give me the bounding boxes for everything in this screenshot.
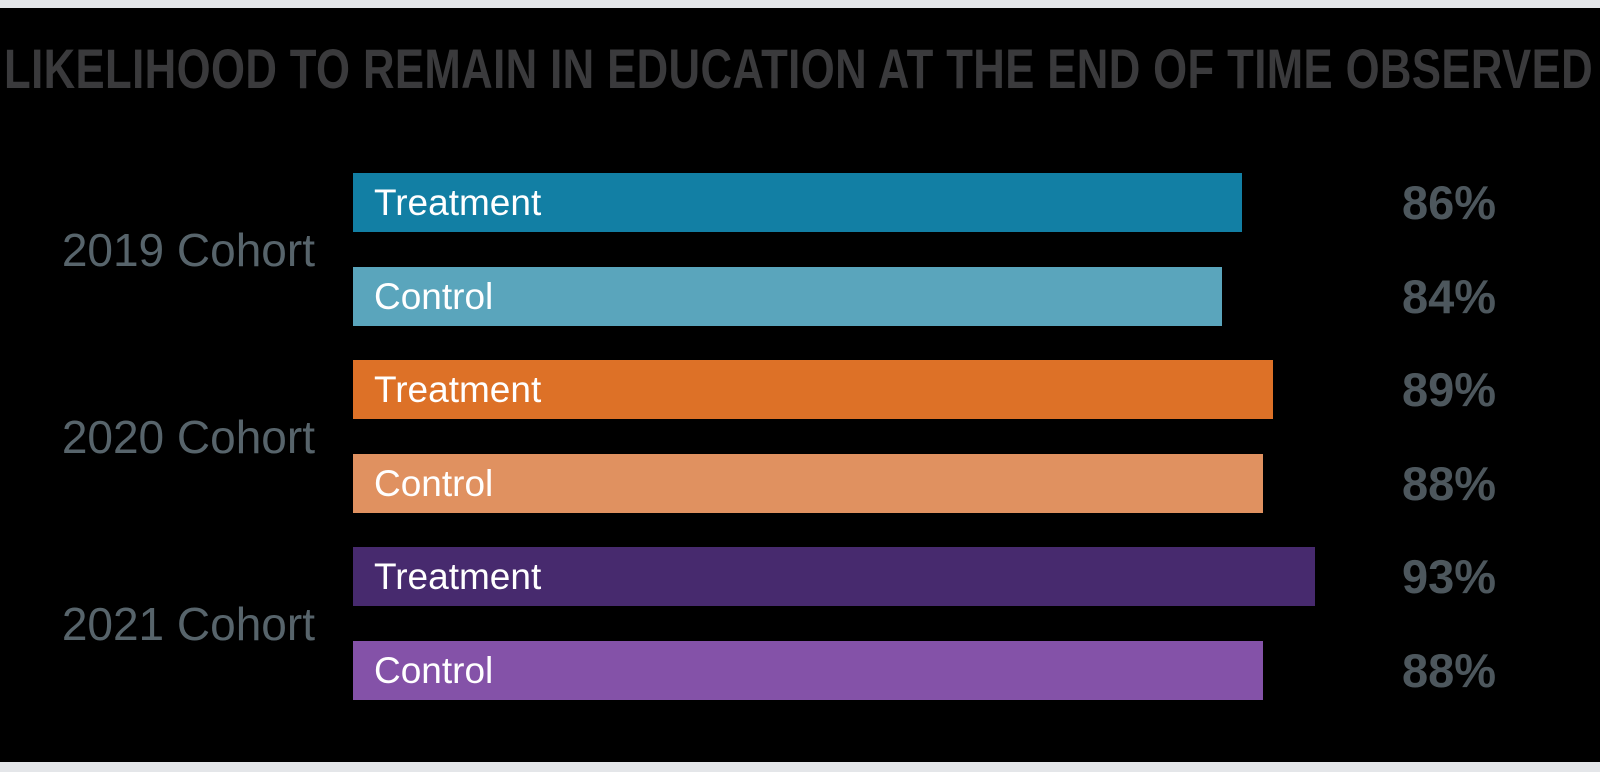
cohort-label: 2019 Cohort: [61, 223, 315, 276]
chart-title: LIKELIHOOD TO REMAIN IN EDUCATION AT THE…: [4, 37, 1594, 100]
cohort-label: 2020 Cohort: [61, 410, 315, 463]
bar-series-label: Control: [374, 275, 494, 317]
bar-series-label: Control: [374, 649, 494, 691]
bottom-border-strip: [0, 762, 1600, 772]
bar-2021-control: Control: [353, 641, 1263, 700]
top-border-strip: [0, 0, 1600, 8]
bar-series-label: Treatment: [374, 181, 542, 223]
bar-series-label: Treatment: [374, 368, 542, 410]
cohort-label: 2021 Cohort: [61, 597, 315, 650]
bar-value: 88%: [1402, 457, 1497, 510]
bar-2021-treatment: Treatment: [353, 547, 1315, 606]
bar-2020-treatment: Treatment: [353, 360, 1273, 419]
bar-series-label: Control: [374, 462, 494, 504]
bar-2019-treatment: Treatment: [353, 173, 1242, 232]
bar-value: 89%: [1402, 363, 1497, 416]
bar-2019-control: Control: [353, 267, 1222, 326]
bar-value: 93%: [1402, 550, 1497, 603]
bar-value: 88%: [1402, 644, 1497, 697]
bar-series-label: Treatment: [374, 555, 542, 597]
bar-value: 86%: [1402, 176, 1497, 229]
bar-2020-control: Control: [353, 454, 1263, 513]
bar-value: 84%: [1402, 270, 1497, 323]
